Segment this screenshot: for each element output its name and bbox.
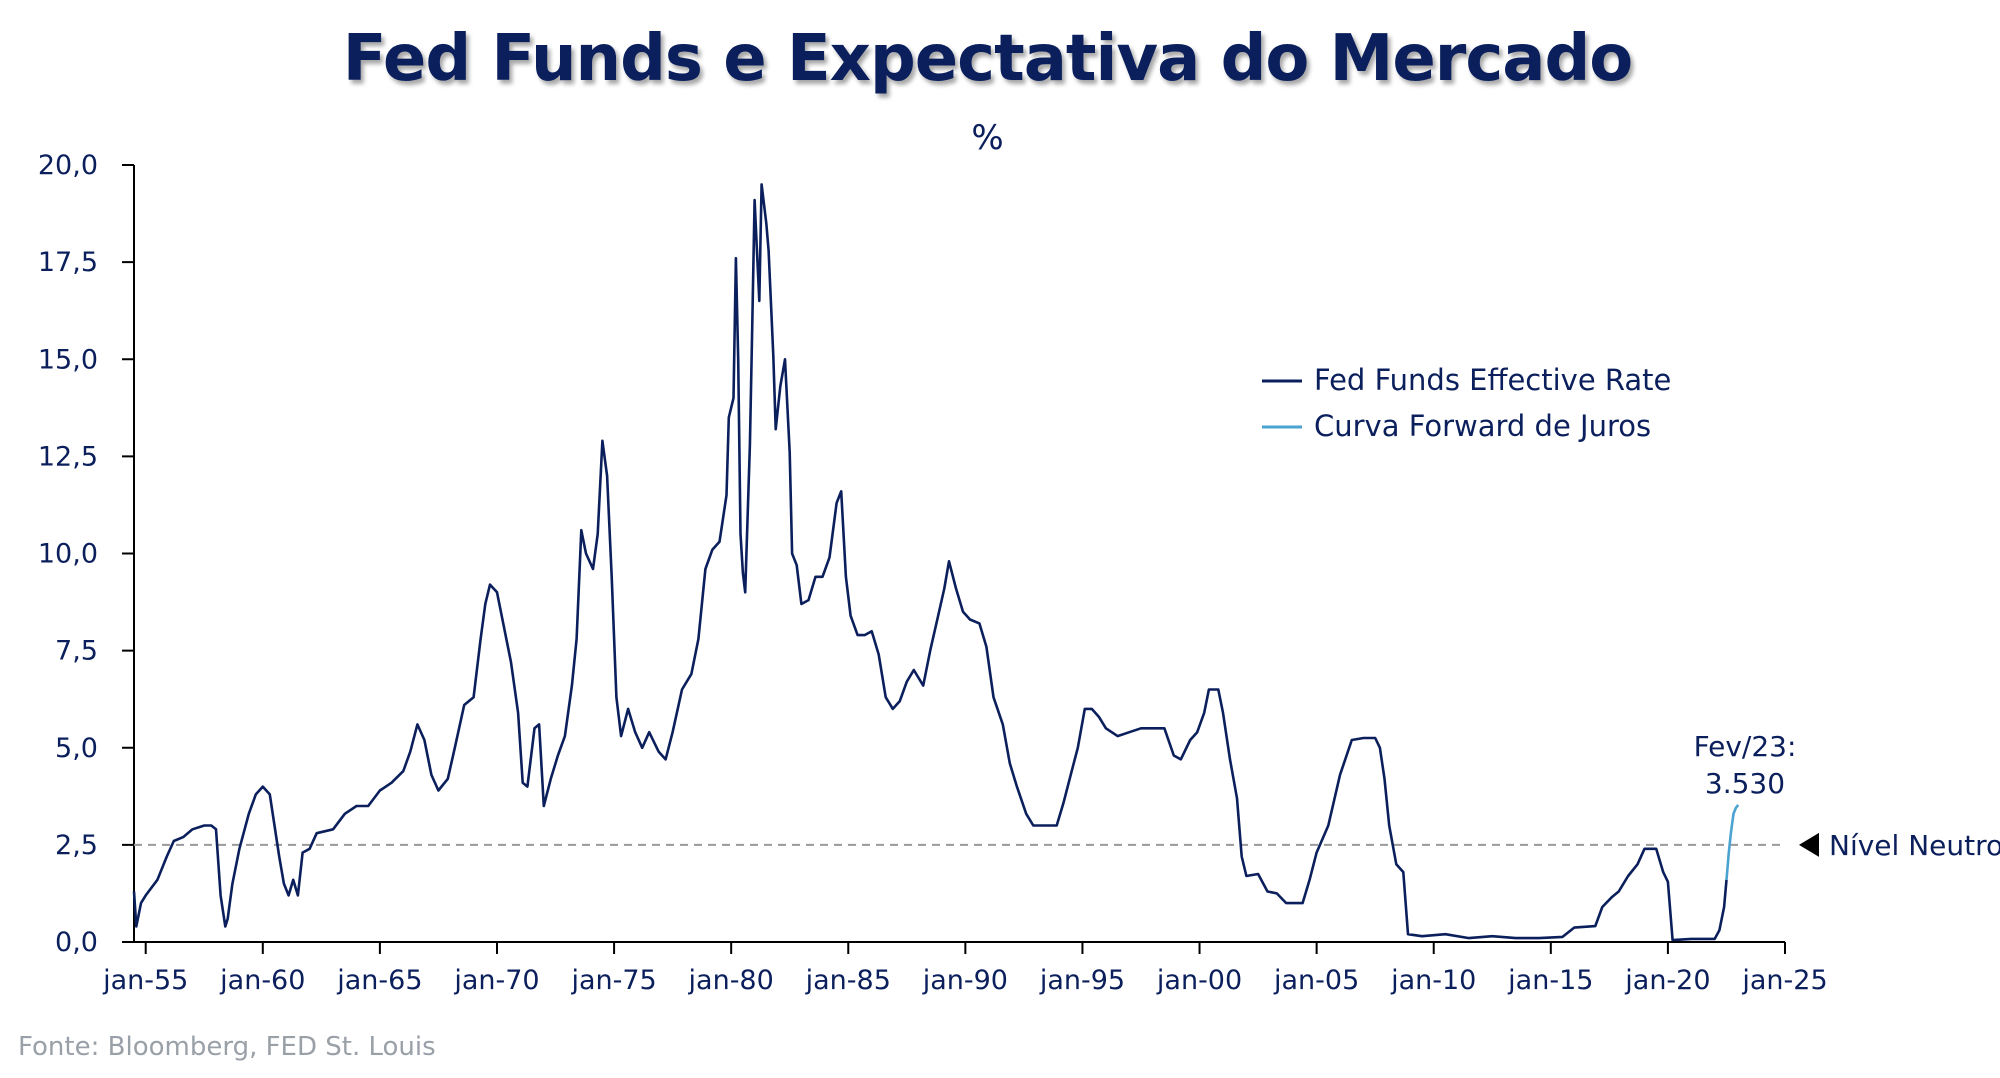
y-tick-label: 15,0 [38, 344, 98, 375]
neutral-arrow-icon [1799, 832, 1819, 857]
series-line-fed-funds [132, 183, 1728, 942]
x-tick-label: jan-75 [570, 965, 656, 996]
x-tick-label: jan-10 [1390, 965, 1476, 996]
y-tick-label: 17,5 [38, 247, 98, 278]
annotation-value: 3.530 [1705, 767, 1785, 800]
legend-label: Fed Funds Effective Rate [1314, 363, 1671, 397]
y-tick-label: 0,0 [55, 927, 98, 958]
x-tick-label: jan-95 [1039, 965, 1125, 996]
legend: Fed Funds Effective Rate Curva Forward de… [1262, 363, 1671, 443]
chart-subtitle: % [971, 118, 1004, 158]
axes: 0,0 2,5 5,0 7,5 10,0 12,5 15,0 17,5 20,0 jan-55 ja… [38, 150, 1828, 996]
y-tick-label: 20,0 [38, 150, 98, 181]
annotation-date: Fev/23: [1694, 730, 1797, 763]
neutral-reference: Nível Neutro [134, 829, 2000, 862]
source-note: Fonte: Bloomberg, FED St. Louis [18, 1032, 436, 1062]
x-tick-label: jan-60 [219, 965, 305, 996]
x-tick-label: jan-00 [1156, 965, 1242, 996]
x-tick-label: jan-15 [1507, 965, 1593, 996]
x-tick-label: jan-25 [1741, 965, 1827, 996]
y-tick-label: 7,5 [55, 636, 98, 667]
legend-label: Curva Forward de Juros [1314, 409, 1651, 443]
y-tick-label: 12,5 [38, 441, 98, 472]
x-tick-label: jan-05 [1273, 965, 1359, 996]
neutral-level-label: Nível Neutro [1829, 829, 2000, 862]
x-tick-label: jan-55 [102, 965, 188, 996]
series-line-forward-curve [1725, 804, 1740, 880]
x-tick-label: jan-80 [688, 965, 774, 996]
x-tick-label: jan-90 [922, 965, 1008, 996]
y-tick-label: 10,0 [38, 539, 98, 570]
annotations: Fev/23: 3.530 [1694, 730, 1797, 800]
y-tick-label: 2,5 [55, 830, 98, 861]
series-lines [132, 183, 1740, 942]
x-tick-label: jan-70 [453, 965, 539, 996]
chart-title: Fed Funds e Expectativa do Mercado [342, 22, 1633, 96]
x-tick-label: jan-85 [805, 965, 891, 996]
y-tick-label: 5,0 [55, 733, 98, 764]
x-tick-label: jan-65 [336, 965, 422, 996]
x-tick-label: jan-20 [1624, 965, 1710, 996]
